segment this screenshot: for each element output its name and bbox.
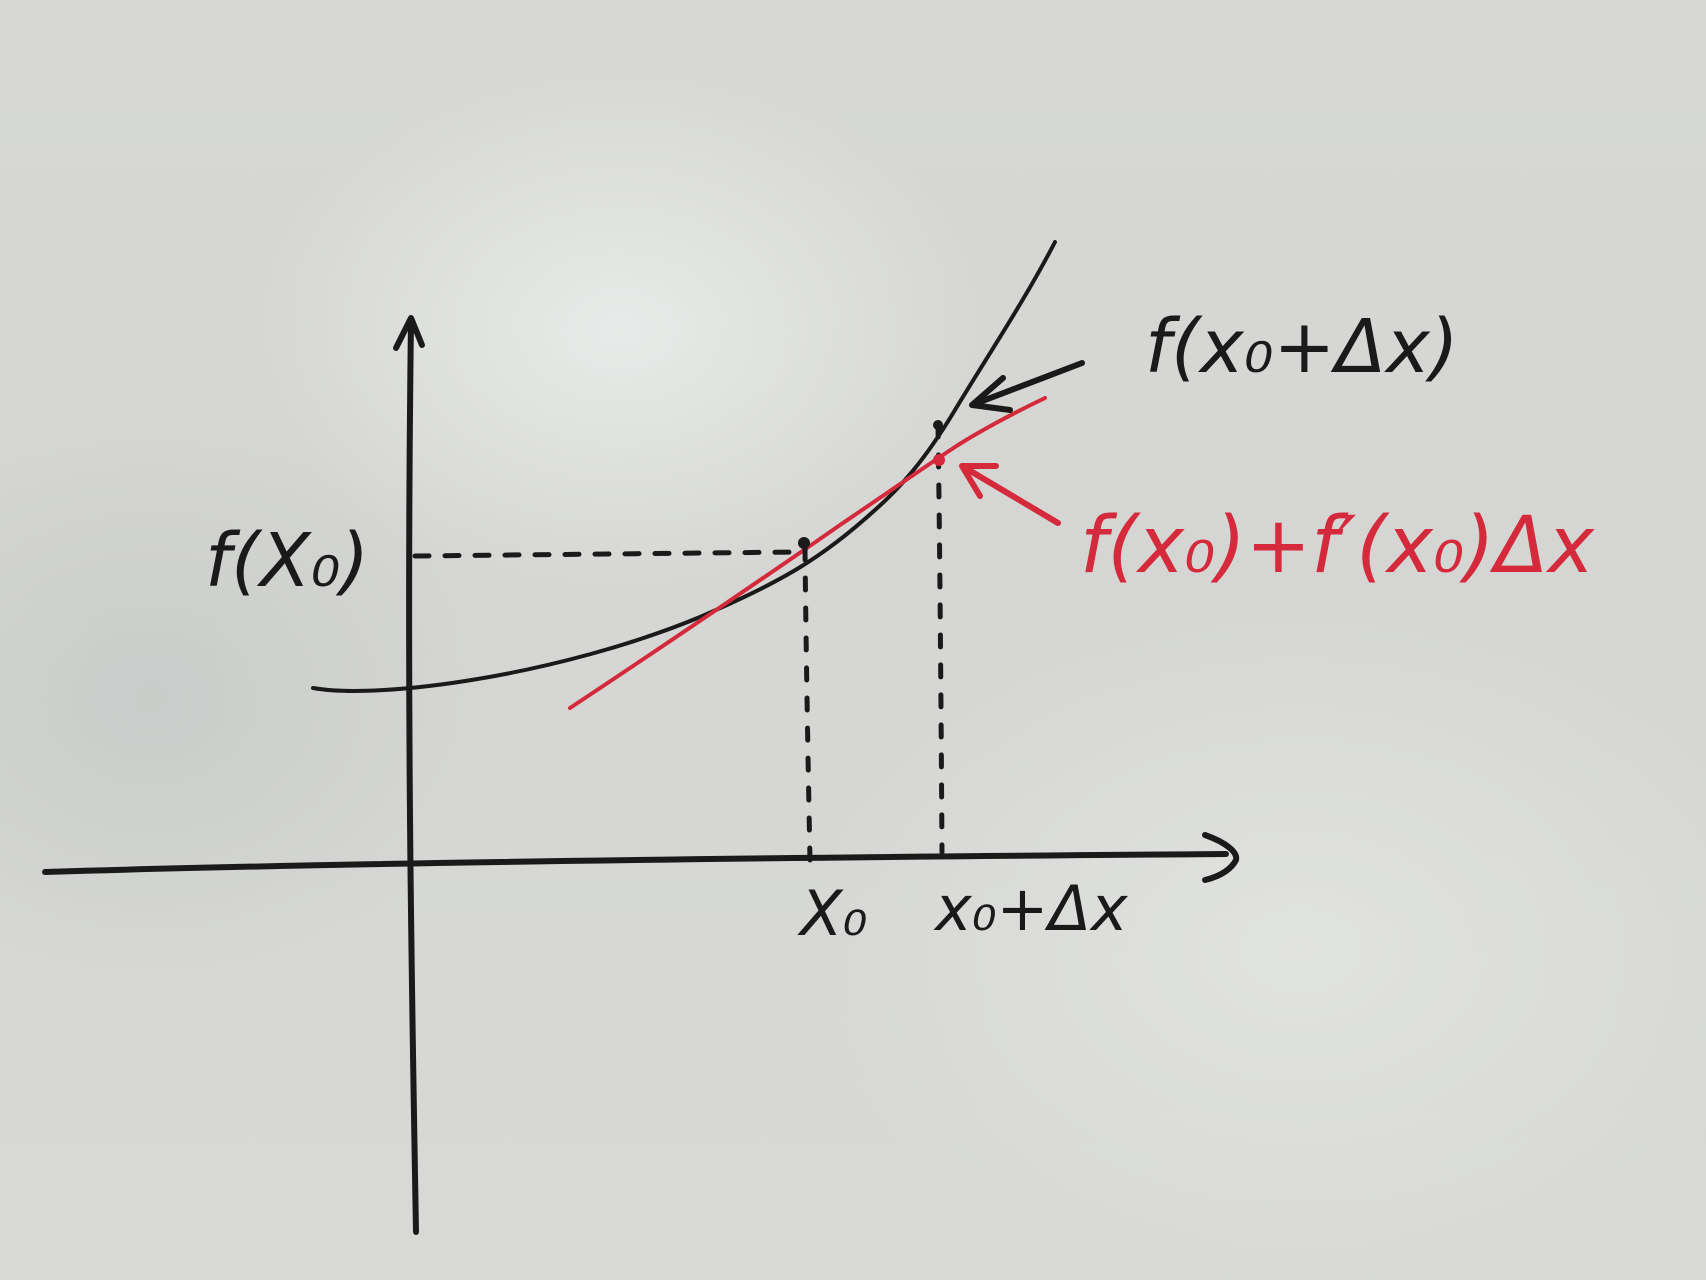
label-x0-dx: x₀+Δx [933,872,1129,945]
dashed-guide-x0-dx [935,422,945,855]
dashed-guide-fx0 [412,549,803,559]
y-axis-arrowhead [393,315,425,351]
point-x0 [798,537,810,549]
point-tangent-x0-dx [933,454,945,466]
label-f-x0-dx: f(x₀+Δx) [1145,304,1459,390]
x-axis [42,851,1229,875]
tangent-line [568,396,1047,710]
label-f-x0: f(X₀) [205,518,369,604]
x-axis-arrowhead [1202,832,1240,883]
arrow-to-curve-icon [969,360,1085,413]
y-axis [406,317,419,1235]
label-tangent-approx: f(x₀)+f′(x₀)Δx [1080,501,1595,591]
point-curve-x0-dx [933,420,943,430]
label-x0: X₀ [797,877,867,950]
arrow-to-tangent-icon [959,463,1061,526]
function-curve [311,240,1057,693]
dashed-guide-x0 [802,545,813,863]
